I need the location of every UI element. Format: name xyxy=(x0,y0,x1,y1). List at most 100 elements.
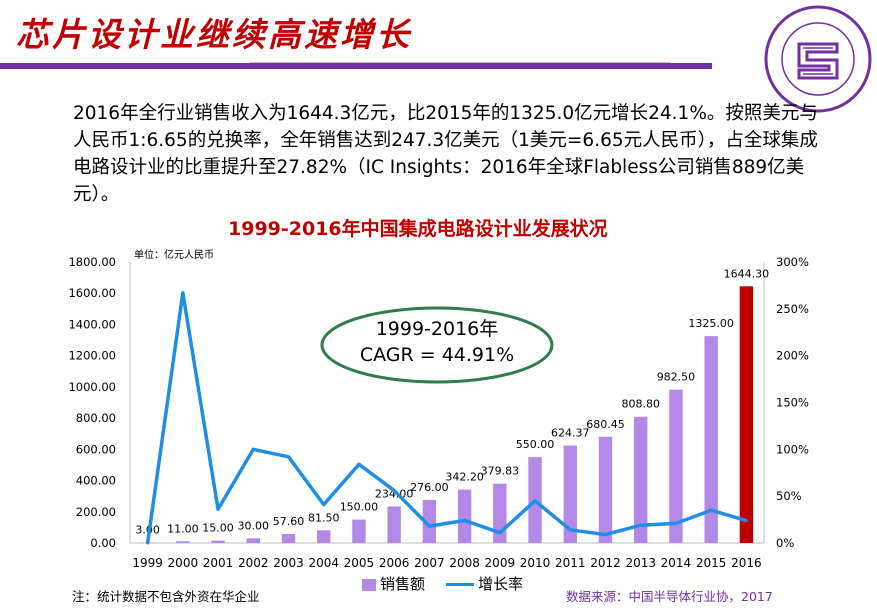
bar-sales xyxy=(457,489,472,543)
growth-point xyxy=(287,455,290,459)
slide-title: 芯片设计业继续高速增长 xyxy=(16,15,412,54)
legend-swatch-growth xyxy=(446,583,474,586)
growth-point xyxy=(533,499,537,503)
bar-value-label: 81.50 xyxy=(308,511,340,524)
cagr-value-label: CAGR = 44.91% xyxy=(360,344,514,366)
data-source: 数据来源：中国半导体行业协，2017 xyxy=(566,589,773,604)
y-left-tick-label: 400.00 xyxy=(76,474,116,488)
x-tick-label: 2002 xyxy=(238,556,269,570)
growth-point xyxy=(216,507,220,511)
x-tick-label: 2005 xyxy=(344,556,375,570)
legend-item-sales: 销售额 xyxy=(362,573,425,594)
x-tick-label: 2010 xyxy=(520,556,551,570)
x-tick-label: 2015 xyxy=(696,556,727,570)
growth-point xyxy=(744,519,748,523)
y-right-tick-label: 100% xyxy=(776,442,809,456)
y-right-tick-label: 250% xyxy=(776,302,809,316)
x-tick-label: 2008 xyxy=(449,556,480,570)
bar-value-label: 150.00 xyxy=(340,501,379,514)
bar-sales xyxy=(281,534,296,543)
y-right-tick-label: 300% xyxy=(776,255,809,269)
chart-title: 1999-2016年中国集成电路设计业发展状况 xyxy=(228,218,608,240)
bar-value-label: 57.60 xyxy=(273,515,305,528)
bar-sales xyxy=(739,286,754,543)
x-tick-label: 2016 xyxy=(731,556,762,570)
footnote: 注：统计数据不包含外资在华企业 xyxy=(72,589,260,604)
bar-sales xyxy=(422,499,437,543)
growth-point xyxy=(251,447,255,451)
y-right-tick-label: 50% xyxy=(776,489,802,503)
legend-item-growth: 增长率 xyxy=(446,573,523,594)
y-left-tick-label: 1600.00 xyxy=(68,286,116,300)
bar-value-label: 3.00 xyxy=(135,524,160,537)
x-tick-label: 2012 xyxy=(590,556,621,570)
bar-value-label: 15.00 xyxy=(202,522,234,535)
x-tick-label: 2000 xyxy=(168,556,199,570)
y-left-tick-label: 800.00 xyxy=(76,411,116,425)
x-tick-label: 2006 xyxy=(379,556,410,570)
x-tick-label: 2011 xyxy=(555,556,586,570)
x-tick-label: 2003 xyxy=(273,556,304,570)
bar-sales xyxy=(669,389,683,543)
growth-point xyxy=(639,523,643,527)
growth-point xyxy=(392,489,396,493)
bar-sales xyxy=(598,436,613,543)
growth-point xyxy=(322,503,326,507)
title-underline xyxy=(0,63,712,69)
bar-value-label: 234.00 xyxy=(375,487,414,500)
bar-value-label: 342.20 xyxy=(445,471,484,484)
bar-value-label: 1325.00 xyxy=(688,317,734,330)
y-left-tick-label: 1800.00 xyxy=(68,255,116,269)
y-right-tick-label: 0% xyxy=(776,536,794,550)
x-tick-label: 2004 xyxy=(308,556,339,570)
y-right-tick-label: 200% xyxy=(776,349,809,363)
y-left-tick-label: 1200.00 xyxy=(68,349,116,363)
growth-point xyxy=(463,519,467,523)
bar-sales xyxy=(704,336,718,543)
university-seal-logo xyxy=(764,5,872,113)
growth-point xyxy=(357,462,361,466)
bar-value-label: 624.37 xyxy=(551,427,590,440)
bar-sales xyxy=(563,445,577,543)
bar-sales xyxy=(352,519,366,543)
x-tick-label: 2001 xyxy=(203,556,234,570)
bar-value-label: 379.83 xyxy=(481,465,520,478)
growth-point xyxy=(427,524,431,528)
y-left-tick-label: 1400.00 xyxy=(68,317,116,331)
bar-value-label: 276.00 xyxy=(410,481,449,494)
growth-point xyxy=(146,541,150,545)
x-tick-label: 1999 xyxy=(132,556,163,570)
y-left-tick-label: 200.00 xyxy=(76,505,116,519)
growth-point xyxy=(604,533,607,537)
line-growth-rate xyxy=(145,291,747,544)
cagr-ellipse xyxy=(320,306,554,384)
bar-value-label: 808.80 xyxy=(621,398,660,411)
growth-point xyxy=(674,521,678,525)
bar-value-label: 680.45 xyxy=(586,418,625,431)
growth-point xyxy=(709,508,713,512)
bar-sales xyxy=(246,538,260,543)
legend-swatch-sales xyxy=(362,578,376,591)
x-tick-label: 2007 xyxy=(414,556,445,570)
y-right-tick-label: 150% xyxy=(776,396,809,410)
legend-label-sales: 销售额 xyxy=(380,575,426,593)
x-tick-label: 2014 xyxy=(661,556,692,570)
cagr-period-label: 1999-2016年 xyxy=(376,318,499,340)
growth-point xyxy=(181,291,185,295)
bar-sales xyxy=(634,416,648,543)
x-tick-label: 2009 xyxy=(485,556,516,570)
bar-value-label: 550.00 xyxy=(516,438,555,451)
bar-sales xyxy=(387,506,401,543)
y-left-tick-label: 0.00 xyxy=(90,536,116,550)
bar-sales xyxy=(317,530,331,543)
bar-value-label: 982.50 xyxy=(657,371,696,384)
y-left-tick-label: 600.00 xyxy=(76,442,116,456)
bar-value-label: 11.00 xyxy=(167,522,199,535)
x-tick-label: 2013 xyxy=(625,556,656,570)
y-left-tick-label: 1000.00 xyxy=(68,380,116,394)
bar-value-label: 1644.30 xyxy=(724,267,770,280)
bar-sales xyxy=(211,540,225,543)
unit-label: 单位：亿元人民币 xyxy=(134,250,214,261)
legend-label-growth: 增长率 xyxy=(478,575,524,593)
